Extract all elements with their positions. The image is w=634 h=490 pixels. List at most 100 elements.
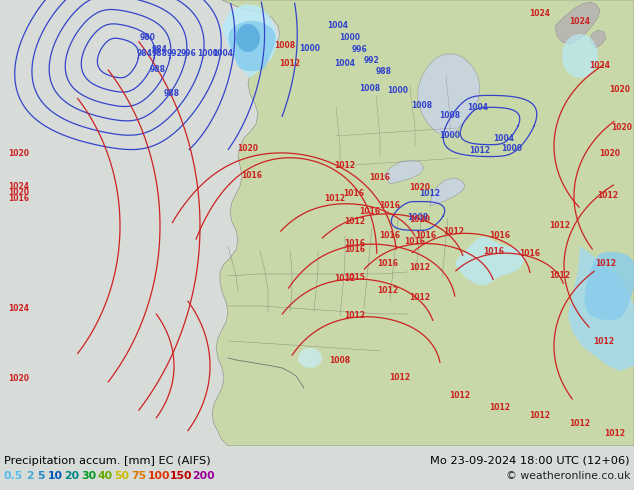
Text: 1016: 1016 bbox=[242, 171, 262, 180]
Text: 1008: 1008 bbox=[330, 356, 351, 366]
Text: 1004: 1004 bbox=[493, 134, 515, 144]
Text: 988: 988 bbox=[164, 90, 180, 98]
Text: 1000: 1000 bbox=[439, 131, 460, 141]
Text: 1012: 1012 bbox=[604, 429, 626, 439]
Text: 1016: 1016 bbox=[344, 239, 365, 248]
Text: 1012: 1012 bbox=[593, 337, 614, 346]
Text: 992: 992 bbox=[364, 56, 380, 66]
Text: 100: 100 bbox=[148, 471, 170, 481]
Polygon shape bbox=[236, 24, 260, 52]
Text: Precipitation accum. [mm] EC (AIFS): Precipitation accum. [mm] EC (AIFS) bbox=[4, 456, 210, 466]
Text: 1012: 1012 bbox=[420, 190, 441, 198]
Text: 1020: 1020 bbox=[609, 85, 630, 95]
Text: 1016: 1016 bbox=[484, 247, 505, 256]
Text: 1008: 1008 bbox=[408, 213, 429, 222]
Text: 1012: 1012 bbox=[344, 311, 365, 320]
Polygon shape bbox=[562, 34, 598, 78]
Text: 1008: 1008 bbox=[411, 101, 432, 110]
Text: 984: 984 bbox=[152, 46, 168, 54]
Text: 150: 150 bbox=[170, 471, 193, 481]
Text: 1012: 1012 bbox=[489, 403, 510, 413]
Text: 1012: 1012 bbox=[389, 373, 410, 382]
Text: 1024: 1024 bbox=[529, 9, 550, 19]
Text: 1020: 1020 bbox=[410, 216, 430, 224]
Text: 988: 988 bbox=[376, 68, 392, 76]
Text: 1000: 1000 bbox=[339, 33, 361, 43]
Text: 1012: 1012 bbox=[597, 191, 618, 200]
Text: 1000: 1000 bbox=[387, 86, 408, 96]
Text: 1016: 1016 bbox=[370, 173, 391, 182]
Polygon shape bbox=[384, 160, 424, 184]
Polygon shape bbox=[585, 252, 634, 320]
Text: 1004: 1004 bbox=[212, 49, 233, 58]
Text: 1016: 1016 bbox=[404, 237, 425, 246]
Text: 1008: 1008 bbox=[275, 42, 295, 50]
Text: 0.5: 0.5 bbox=[4, 471, 23, 481]
Polygon shape bbox=[590, 30, 606, 48]
Text: 1012: 1012 bbox=[335, 162, 356, 171]
Text: 984: 984 bbox=[137, 49, 153, 58]
Text: 1015: 1015 bbox=[344, 273, 365, 282]
Text: 1012: 1012 bbox=[550, 271, 571, 280]
Text: 1012: 1012 bbox=[377, 287, 399, 295]
Text: 992: 992 bbox=[166, 49, 182, 58]
Text: 1016: 1016 bbox=[415, 231, 436, 241]
Text: 996: 996 bbox=[352, 46, 368, 54]
Polygon shape bbox=[418, 54, 480, 136]
Text: 1000: 1000 bbox=[299, 44, 321, 53]
Text: 1020: 1020 bbox=[410, 183, 430, 193]
Text: 1012: 1012 bbox=[529, 412, 550, 420]
Text: 1012: 1012 bbox=[280, 59, 301, 69]
Text: 50: 50 bbox=[114, 471, 129, 481]
Polygon shape bbox=[430, 178, 465, 206]
Text: 1016: 1016 bbox=[377, 259, 399, 269]
Polygon shape bbox=[298, 348, 322, 368]
Text: 1012: 1012 bbox=[410, 264, 430, 272]
Text: 980: 980 bbox=[140, 33, 156, 43]
Text: 988: 988 bbox=[150, 66, 166, 74]
Text: 30: 30 bbox=[81, 471, 96, 481]
Text: 1012: 1012 bbox=[595, 259, 616, 268]
Text: 1020: 1020 bbox=[599, 149, 620, 158]
Text: 1000: 1000 bbox=[197, 49, 217, 58]
Text: 1024: 1024 bbox=[8, 182, 29, 192]
Text: 1004: 1004 bbox=[328, 22, 349, 30]
Text: 996: 996 bbox=[181, 49, 197, 58]
Text: 1008: 1008 bbox=[359, 84, 380, 93]
Text: 1020: 1020 bbox=[8, 374, 29, 383]
Text: 1024: 1024 bbox=[590, 61, 611, 71]
Text: 1012: 1012 bbox=[569, 419, 590, 428]
Polygon shape bbox=[228, 21, 276, 71]
Text: © weatheronline.co.uk: © weatheronline.co.uk bbox=[505, 471, 630, 481]
Text: 1004: 1004 bbox=[335, 59, 356, 68]
Polygon shape bbox=[212, 0, 634, 446]
Text: 1020: 1020 bbox=[612, 123, 633, 132]
Text: 1020: 1020 bbox=[238, 144, 259, 153]
Text: 200: 200 bbox=[192, 471, 215, 481]
Text: 1008: 1008 bbox=[439, 111, 460, 121]
Text: 1004: 1004 bbox=[467, 103, 489, 113]
Text: 1012: 1012 bbox=[450, 392, 470, 400]
Text: 1012: 1012 bbox=[325, 194, 346, 203]
Text: 1016: 1016 bbox=[8, 195, 29, 203]
Text: 1016: 1016 bbox=[380, 231, 401, 241]
Text: 1016: 1016 bbox=[344, 245, 365, 254]
Text: 20: 20 bbox=[65, 471, 80, 481]
Text: Mo 23-09-2024 18:00 UTC (12+06): Mo 23-09-2024 18:00 UTC (12+06) bbox=[430, 456, 630, 466]
Text: 5: 5 bbox=[37, 471, 45, 481]
Text: 2: 2 bbox=[27, 471, 34, 481]
Text: 1012: 1012 bbox=[335, 274, 356, 283]
Text: 1024: 1024 bbox=[8, 304, 29, 313]
Text: 1016: 1016 bbox=[359, 207, 380, 216]
Text: 1024: 1024 bbox=[569, 18, 590, 26]
Text: 1012: 1012 bbox=[344, 218, 365, 226]
Text: 1012: 1012 bbox=[470, 147, 491, 155]
Text: 988: 988 bbox=[152, 49, 167, 58]
Text: 40: 40 bbox=[98, 471, 113, 481]
Text: 10: 10 bbox=[48, 471, 63, 481]
Text: 1020: 1020 bbox=[8, 149, 29, 158]
Text: 1012: 1012 bbox=[410, 294, 430, 302]
Text: 1016: 1016 bbox=[380, 201, 401, 210]
Text: 1016: 1016 bbox=[344, 190, 365, 198]
Polygon shape bbox=[568, 246, 634, 371]
